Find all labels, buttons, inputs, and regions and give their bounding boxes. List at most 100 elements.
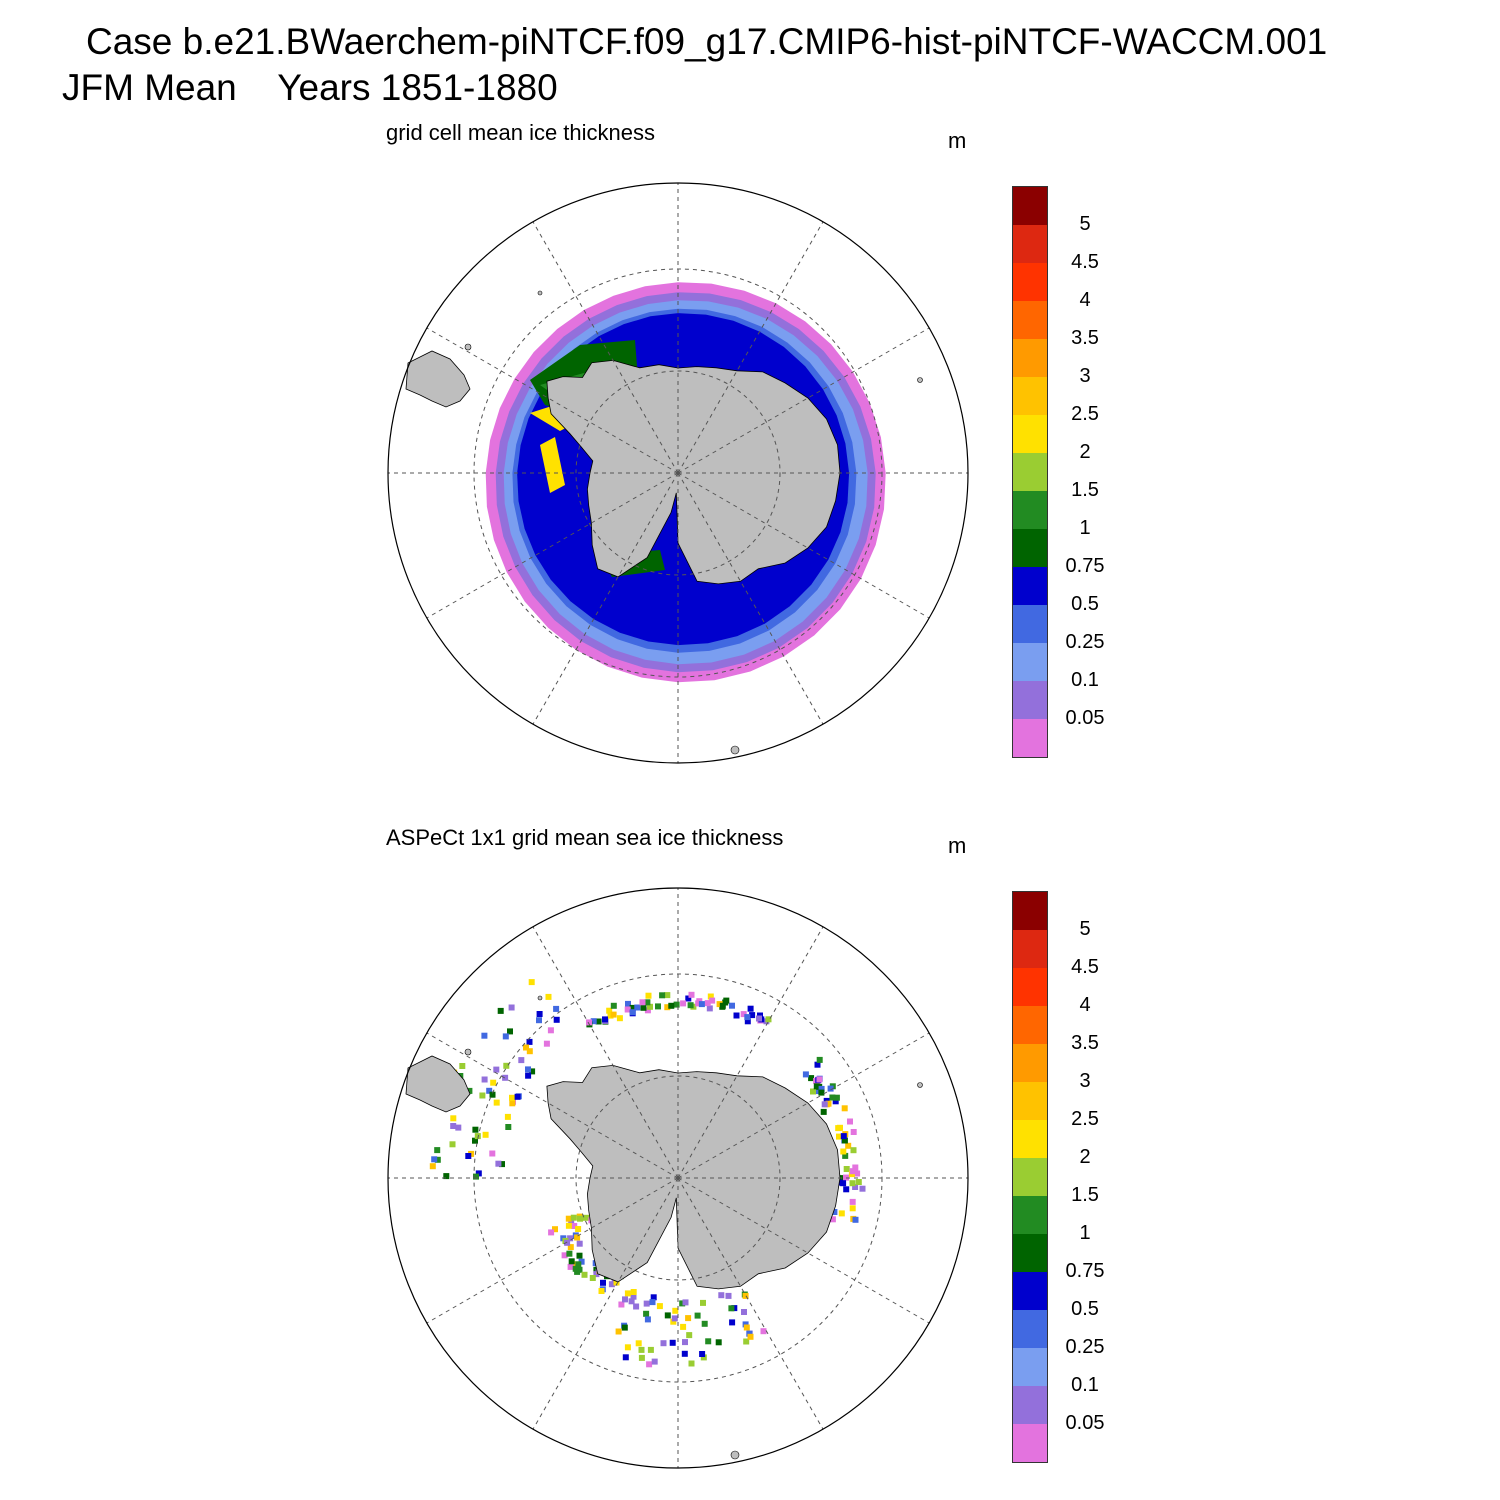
map2-obs-cell xyxy=(852,1184,859,1190)
map2-obs-cell xyxy=(723,997,730,1004)
panel1-unit: m xyxy=(948,128,967,153)
colorbar-label: 0.5 xyxy=(1071,593,1099,615)
map2-obs-cell xyxy=(694,1312,701,1319)
map2-obs-cell xyxy=(431,1156,438,1163)
panel2-polar-map xyxy=(380,880,976,1476)
map2-obs-cell xyxy=(615,1328,622,1335)
map2-obs-cell xyxy=(849,1168,856,1175)
map2-obs-cell xyxy=(698,1001,705,1008)
map1-antarctica-landmass xyxy=(546,359,841,585)
map2-island-kerguelen xyxy=(917,1082,923,1088)
map2-obs-cell xyxy=(680,1000,687,1007)
map2-obs-cell xyxy=(481,1076,488,1083)
panel2-colorbar: 0.05 0.1 0.25 0.5 0.75 1 1.5 2 2.5 3 3.5 4 4.5 5 xyxy=(1010,891,1130,1467)
map2-obs-cell xyxy=(649,1299,656,1306)
map2-obs-cell xyxy=(840,1133,847,1140)
map2-obs-cell xyxy=(680,1323,687,1330)
map2-obs-cell xyxy=(523,1044,529,1051)
map2-obs-cell xyxy=(481,1032,488,1039)
map2-obs-cell xyxy=(840,1180,847,1187)
map2-obs-cell xyxy=(744,1018,751,1025)
map2-obs-cell xyxy=(682,1299,689,1306)
map2-obs-cell xyxy=(495,1160,502,1167)
colorbar-label: 0.05 xyxy=(1065,707,1105,729)
map2-obs-cell xyxy=(749,1012,756,1019)
map2-obs-cell xyxy=(567,1244,574,1251)
map2-obs-cell xyxy=(570,1214,577,1221)
map1-latitude-circle-1 xyxy=(575,370,781,576)
map1-south-america xyxy=(405,350,471,408)
map2-obs-cell xyxy=(650,1294,657,1301)
map2-obs-cell xyxy=(607,1012,614,1019)
map2-obs-cell xyxy=(733,1012,740,1019)
colorbar-label: 2.5 xyxy=(1071,403,1099,425)
map2-obs-cell xyxy=(700,1299,706,1306)
map2-obs-cell xyxy=(479,1092,486,1099)
map1-meridian-210 xyxy=(426,327,679,474)
map2-obs-cell xyxy=(852,1164,859,1171)
colorbar-segment xyxy=(1013,1006,1047,1044)
map2-obs-cell xyxy=(595,1018,602,1025)
map2-obs-cell xyxy=(638,1354,645,1361)
map2-obs-cell xyxy=(586,1019,592,1026)
map2-obs-cell xyxy=(668,1002,675,1009)
colorbar-segment xyxy=(1013,187,1047,225)
map2-obs-cell xyxy=(497,1007,504,1014)
map2-observation-cells xyxy=(429,979,866,1368)
map2-obs-cell xyxy=(700,1354,707,1361)
colorbar-label: 4 xyxy=(1079,289,1091,311)
map2-meridian-60 xyxy=(677,1177,824,1430)
map2-obs-cell xyxy=(543,1040,550,1047)
colorbar-segment xyxy=(1013,719,1047,757)
map2-obs-cell xyxy=(742,1321,749,1328)
map2-obs-cell xyxy=(719,1002,726,1009)
map2-obs-cell xyxy=(671,1315,678,1322)
map2-obs-cell xyxy=(643,1300,650,1307)
colorbar-segment xyxy=(1013,1310,1047,1348)
map2-obs-cell xyxy=(740,1011,747,1018)
map2-obs-cell xyxy=(577,1215,583,1222)
map2-obs-cell xyxy=(629,1009,636,1016)
map2-obs-cell xyxy=(576,1252,583,1259)
map2-obs-cell xyxy=(629,1004,636,1011)
map2-obs-cell xyxy=(618,1301,625,1308)
map2-obs-cell xyxy=(624,1344,631,1351)
map2-obs-cell xyxy=(621,1324,628,1331)
panel1-title: grid cell mean ice thickness xyxy=(386,120,656,145)
map2-island-new-zealand-sub xyxy=(730,1450,740,1460)
map2-obs-cell xyxy=(718,1292,725,1299)
map2-meridian-240 xyxy=(532,926,679,1179)
map2-obs-cell xyxy=(613,1279,620,1286)
map2-obs-cell xyxy=(741,1309,747,1315)
map2-obs-cell xyxy=(686,1332,693,1339)
panel1-polar-map xyxy=(380,175,976,771)
colorbar-segment xyxy=(1013,968,1047,1006)
map2-obs-cell xyxy=(847,1118,853,1125)
colorbar-segment xyxy=(1013,225,1047,263)
map2-obs-cell xyxy=(622,1354,629,1361)
map2-obs-cell xyxy=(704,1000,711,1007)
map2-obs-cell xyxy=(832,1098,839,1105)
colorbar-label: 2 xyxy=(1079,1146,1091,1168)
map2-obs-cell xyxy=(818,1089,825,1096)
colorbar-label: 1.5 xyxy=(1071,1184,1099,1206)
map2-obs-cell xyxy=(743,1324,750,1331)
map2-obs-cell xyxy=(849,1180,856,1187)
colorbar-segment xyxy=(1013,643,1047,681)
map2-obs-cell xyxy=(578,1258,585,1265)
map2-obs-cell xyxy=(529,1068,536,1075)
map2-obs-cell xyxy=(449,1141,456,1148)
colorbar-label: 4 xyxy=(1079,994,1091,1016)
map2-obs-cell xyxy=(646,1361,653,1368)
colorbar-segment xyxy=(1013,339,1047,377)
map2-antarctica-landmass xyxy=(546,1064,841,1290)
map2-obs-cell xyxy=(489,1150,496,1157)
map2-obs-cell xyxy=(707,993,714,1000)
map2-meridian-120 xyxy=(532,1177,679,1430)
map2-obs-cell xyxy=(852,1216,859,1223)
map2-obs-cell xyxy=(664,1312,671,1319)
map2-obs-cell xyxy=(841,1137,848,1144)
map1-meridian-240 xyxy=(532,221,679,474)
map2-obs-cell xyxy=(525,1066,531,1073)
map2-map-boundary xyxy=(387,887,969,1469)
